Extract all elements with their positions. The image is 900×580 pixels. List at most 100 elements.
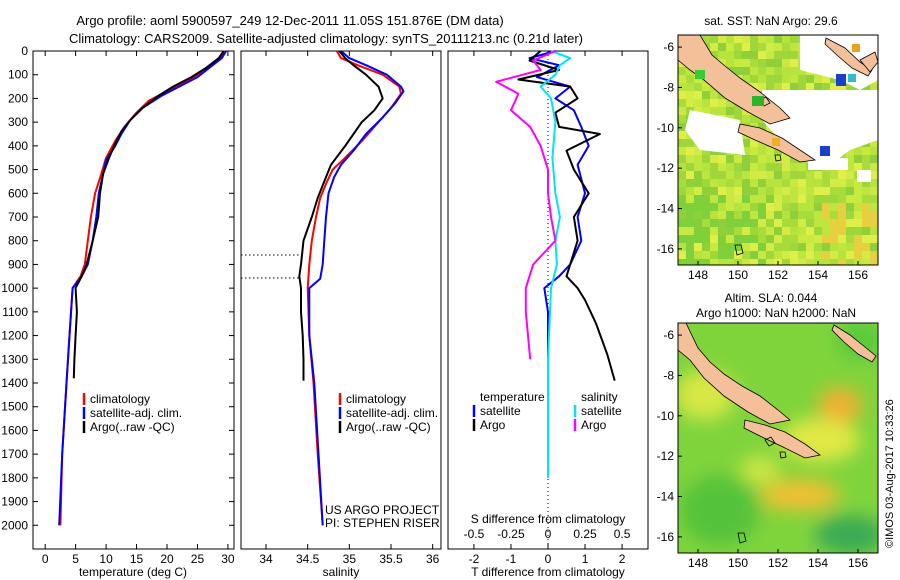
sst-cell	[766, 171, 774, 179]
salinity-panel: 34 34.5 35 35.5 36 salinity climatology sate…	[240, 50, 442, 579]
sst-cell	[798, 227, 806, 235]
sst-cell	[694, 203, 702, 211]
sst-cell	[750, 227, 758, 235]
sst-cell	[742, 187, 750, 195]
depth-tick-label: 100	[8, 68, 28, 82]
sst-cell	[846, 243, 854, 251]
sst-cell	[782, 203, 790, 211]
sst-cell	[694, 227, 702, 235]
sst-cell	[862, 163, 870, 171]
sst-cell	[742, 195, 750, 203]
map-lat-label: -16	[657, 242, 675, 256]
sst-cell	[806, 75, 814, 83]
sst-cell	[782, 171, 790, 179]
sst-cell	[686, 195, 694, 203]
sst-cell	[846, 251, 854, 259]
sst-cell	[766, 227, 774, 235]
sst-cell	[798, 163, 806, 171]
x-tick-label: 30	[221, 552, 235, 566]
sst-cell	[870, 163, 878, 171]
sst-cell	[822, 195, 830, 203]
sst-cell	[686, 243, 694, 251]
sst-cell	[758, 147, 766, 155]
sst-cell	[846, 219, 854, 227]
legend-label-argo: Argo(..raw -QC)	[346, 420, 431, 434]
sst-cell	[790, 219, 798, 227]
sst-cell	[694, 219, 702, 227]
sst-cell	[782, 179, 790, 187]
map-lon-label: 156	[848, 556, 868, 570]
sst-cell	[814, 203, 822, 211]
sst-cell	[854, 187, 862, 195]
sst-cell	[782, 83, 790, 91]
sst-cell	[686, 235, 694, 243]
sst-cell	[758, 203, 766, 211]
temperature-panel: 0100200300400500600700800900100011001200…	[1, 44, 648, 579]
sst-cell	[694, 179, 702, 187]
map-lat-label: -14	[657, 490, 675, 504]
sst-cell	[758, 227, 766, 235]
sst-cell	[742, 235, 750, 243]
sst-cell	[790, 227, 798, 235]
depth-tick-label: 1600	[1, 423, 28, 437]
sst-cell	[726, 155, 734, 163]
sst-cell	[678, 115, 686, 123]
sst-cell	[798, 259, 806, 265]
sst-cell	[774, 219, 782, 227]
sst-cell	[678, 91, 686, 99]
sst-cell	[806, 259, 814, 265]
sst-cell	[750, 219, 758, 227]
sst-cell	[854, 179, 862, 187]
sst-cell	[734, 163, 742, 171]
depth-tick-label: 1800	[1, 471, 28, 485]
sst-cell	[774, 211, 782, 219]
sst-cell	[702, 99, 710, 107]
sst-cell	[830, 243, 838, 251]
sst-cell	[774, 251, 782, 259]
sst-cell	[838, 227, 846, 235]
sst-cell	[862, 259, 870, 265]
sst-cell	[718, 211, 726, 219]
sst-cell	[742, 211, 750, 219]
sst-cell	[814, 195, 822, 203]
legend-label-climatology: climatology	[90, 392, 150, 406]
sst-cell	[830, 235, 838, 243]
sst-cell	[862, 251, 870, 259]
sst-cell	[718, 171, 726, 179]
sst-cell	[798, 67, 806, 75]
sst-cell	[718, 51, 726, 59]
sst-cell	[702, 91, 710, 99]
sst-cell	[870, 171, 878, 179]
sst-cell	[822, 171, 830, 179]
x-tick-label: 10	[99, 552, 113, 566]
sst-cell	[694, 251, 702, 259]
sst-cell	[854, 211, 862, 219]
sst-cell	[806, 227, 814, 235]
sst-cell	[718, 43, 726, 51]
project-annotation-line2: PI: STEPHEN RISER	[325, 516, 440, 530]
sst-cell	[798, 235, 806, 243]
sst-cell	[678, 219, 686, 227]
sst-cell	[678, 99, 686, 107]
sst-cell	[822, 219, 830, 227]
sst-cell	[766, 83, 774, 91]
sst-cell	[750, 243, 758, 251]
sst-cell	[758, 235, 766, 243]
salinity-legend: climatology satellite-adj. clim. Argo(..…	[338, 392, 438, 434]
sst-cell	[726, 259, 734, 265]
sst-cell	[838, 235, 846, 243]
sst-cell	[750, 251, 758, 259]
sst-cell	[742, 163, 750, 171]
s-diff-tick-label: -0.25	[497, 527, 525, 541]
sst-cell	[806, 251, 814, 259]
sst-cell	[838, 83, 846, 91]
sst-cell	[806, 243, 814, 251]
sst-cell	[742, 43, 750, 51]
map-lon-label: 152	[768, 268, 788, 282]
sst-cell	[734, 107, 742, 115]
map-lat-label: -6	[663, 40, 674, 54]
sst-cell	[846, 155, 854, 163]
depth-tick-label: 200	[8, 91, 28, 105]
sst-cell	[814, 75, 822, 83]
sst-cell	[678, 75, 686, 83]
